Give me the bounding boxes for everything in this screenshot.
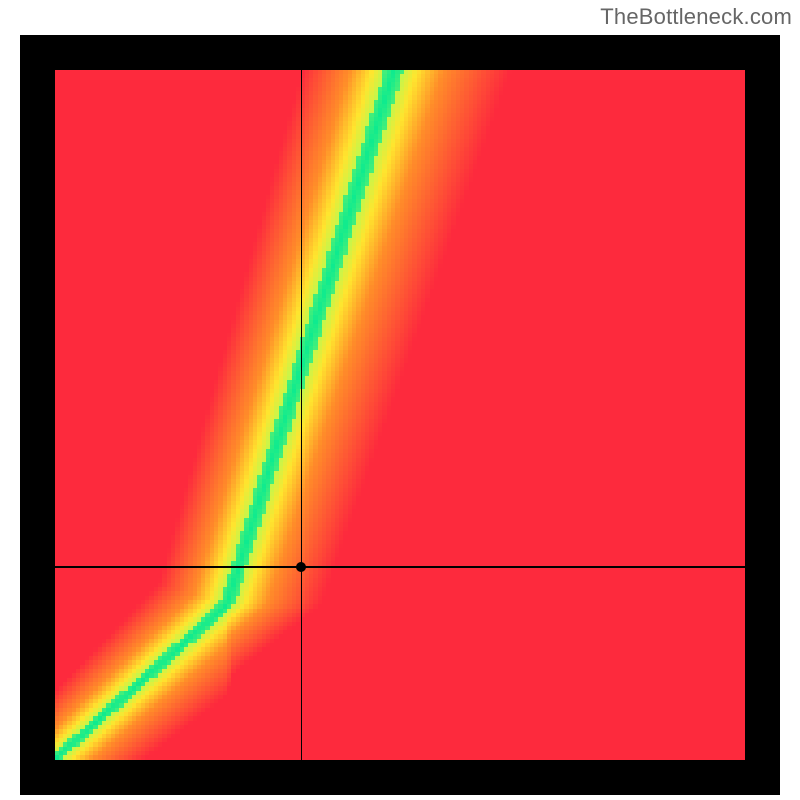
- crosshair-vertical: [301, 70, 303, 760]
- chart-container: TheBottleneck.com: [0, 0, 800, 800]
- heatmap-canvas: [55, 70, 745, 760]
- crosshair-horizontal: [55, 566, 745, 568]
- chart-frame: [20, 35, 780, 795]
- watermark-text: TheBottleneck.com: [600, 4, 792, 30]
